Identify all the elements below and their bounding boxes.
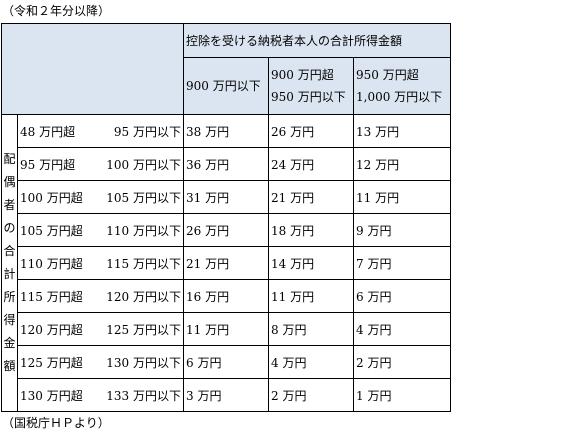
- deduction-amount: 31 万円: [183, 180, 269, 214]
- range-to: 133 万円以下: [106, 388, 181, 403]
- deduction-amount: 36 万円: [183, 147, 269, 181]
- deduction-amount: 11 万円: [268, 279, 354, 313]
- row-header-spouse-income: 配偶者の合計所得金額: [1, 114, 18, 412]
- deduction-amount: 12 万円: [352, 147, 452, 181]
- spouse-income-range: 95 万円超 100 万円以下: [17, 147, 184, 181]
- deduction-amount: 4 万円: [268, 345, 354, 379]
- range-from: 115 万円超: [20, 289, 83, 304]
- row-header-char: 得: [3, 313, 16, 327]
- table-row: 95 万円超 100 万円以下 36 万円 24 万円 12 万円: [2, 147, 452, 181]
- spouse-income-range: 130 万円超 133 万円以下: [17, 378, 184, 412]
- spouse-deduction-table: 控除を受ける納税者本人の合計所得金額 900 万円以下 900 万円超 950 …: [1, 23, 452, 412]
- table-row: 100 万円超 105 万円以下 31 万円 21 万円 11 万円: [2, 180, 452, 214]
- table-row: 105 万円超 110 万円以下 26 万円 18 万円 9 万円: [2, 213, 452, 247]
- row-header-char: 計: [3, 267, 16, 281]
- row-header-char: 金: [3, 336, 16, 350]
- spouse-income-range: 105 万円超 110 万円以下: [17, 213, 184, 247]
- spouse-income-range: 115 万円超 120 万円以下: [17, 279, 184, 313]
- deduction-amount: 26 万円: [268, 114, 354, 148]
- deduction-amount: 38 万円: [183, 114, 269, 148]
- row-header-char: 所: [3, 290, 16, 304]
- range-from: 48 万円超: [20, 124, 76, 139]
- range-from: 125 万円超: [20, 355, 83, 370]
- spouse-income-range: 125 万円超 130 万円以下: [17, 345, 184, 379]
- row-header-char: 額: [3, 359, 16, 373]
- deduction-amount: 24 万円: [268, 147, 354, 181]
- row-header-char: 配: [3, 152, 16, 166]
- caption-top: （令和２年分以降）: [2, 4, 111, 18]
- row-header-char: 偶: [3, 175, 16, 189]
- deduction-amount: 8 万円: [268, 312, 354, 346]
- col-header-3-line2: 1,000 万円以下: [356, 90, 443, 104]
- deduction-amount: 11 万円: [352, 180, 452, 214]
- deduction-amount: 21 万円: [183, 246, 269, 280]
- range-from: 120 万円超: [20, 322, 83, 337]
- range-to: 125 万円以下: [106, 322, 181, 337]
- spouse-income-range: 110 万円超 115 万円以下: [17, 246, 184, 280]
- deduction-amount: 3 万円: [183, 378, 269, 412]
- spouse-income-range: 100 万円超 105 万円以下: [17, 180, 184, 214]
- col-header-2-line2: 950 万円以下: [271, 90, 346, 104]
- range-from: 130 万円超: [20, 388, 83, 403]
- deduction-amount: 13 万円: [352, 114, 452, 148]
- deduction-amount: 14 万円: [268, 246, 354, 280]
- range-to: 100 万円以下: [106, 157, 181, 172]
- table-row: 配偶者の合計所得金額 48 万円超 95 万円以下 38 万円 26 万円 13 万円: [1, 114, 452, 412]
- table-row: 120 万円超 125 万円以下 11 万円 8 万円 4 万円: [2, 312, 452, 346]
- spouse-income-range: 120 万円超 125 万円以下: [17, 312, 184, 346]
- range-from: 110 万円超: [20, 256, 83, 271]
- col-header-3: 950 万円超 1,000 万円以下: [352, 57, 452, 115]
- range-to: 115 万円以下: [106, 256, 181, 271]
- deduction-amount: 18 万円: [268, 213, 354, 247]
- range-from: 105 万円超: [20, 223, 83, 238]
- table-row: 115 万円超 120 万円以下 16 万円 11 万円 6 万円: [2, 279, 452, 313]
- caption-bottom: （国税庁ＨＰより）: [2, 416, 110, 430]
- range-from: 100 万円超: [20, 190, 83, 205]
- spouse-income-range: 48 万円超 95 万円以下: [17, 114, 184, 148]
- deduction-amount: 2 万円: [352, 345, 452, 379]
- col-header-1-line1: 900 万円以下: [186, 79, 261, 93]
- deduction-amount: 11 万円: [183, 312, 269, 346]
- col-header-1: 900 万円以下: [183, 57, 269, 115]
- deduction-amount: 6 万円: [183, 345, 269, 379]
- corner-cell: [1, 23, 184, 115]
- range-to: 130 万円以下: [106, 355, 181, 370]
- range-to: 105 万円以下: [106, 190, 181, 205]
- deduction-amount: 26 万円: [183, 213, 269, 247]
- deduction-amount: 7 万円: [352, 246, 452, 280]
- deduction-amount: 2 万円: [268, 378, 354, 412]
- header-taxpayer-income: 控除を受ける納税者本人の合計所得金額: [182, 23, 452, 58]
- table-row: 110 万円超 115 万円以下 21 万円 14 万円 7 万円: [2, 246, 452, 280]
- col-header-2-line1: 900 万円超: [271, 68, 334, 82]
- col-header-2: 900 万円超 950 万円以下: [268, 57, 354, 115]
- deduction-amount: 9 万円: [352, 213, 452, 247]
- range-to: 95 万円以下: [113, 124, 181, 139]
- deduction-amount: 6 万円: [352, 279, 452, 313]
- row-header-char: 合: [3, 244, 16, 258]
- range-from: 95 万円超: [20, 157, 76, 172]
- range-to: 110 万円以下: [106, 223, 181, 238]
- col-header-3-line1: 950 万円超: [356, 68, 419, 82]
- row-header-char: の: [3, 221, 16, 235]
- deduction-amount: 4 万円: [352, 312, 452, 346]
- table-row: 130 万円超 133 万円以下 3 万円 2 万円 1 万円: [2, 378, 452, 412]
- deduction-amount: 1 万円: [352, 378, 452, 412]
- table-row: 125 万円超 130 万円以下 6 万円 4 万円 2 万円: [2, 345, 452, 379]
- row-header-char: 者: [3, 198, 16, 212]
- range-to: 120 万円以下: [106, 289, 181, 304]
- deduction-amount: 21 万円: [268, 180, 354, 214]
- deduction-amount: 16 万円: [183, 279, 269, 313]
